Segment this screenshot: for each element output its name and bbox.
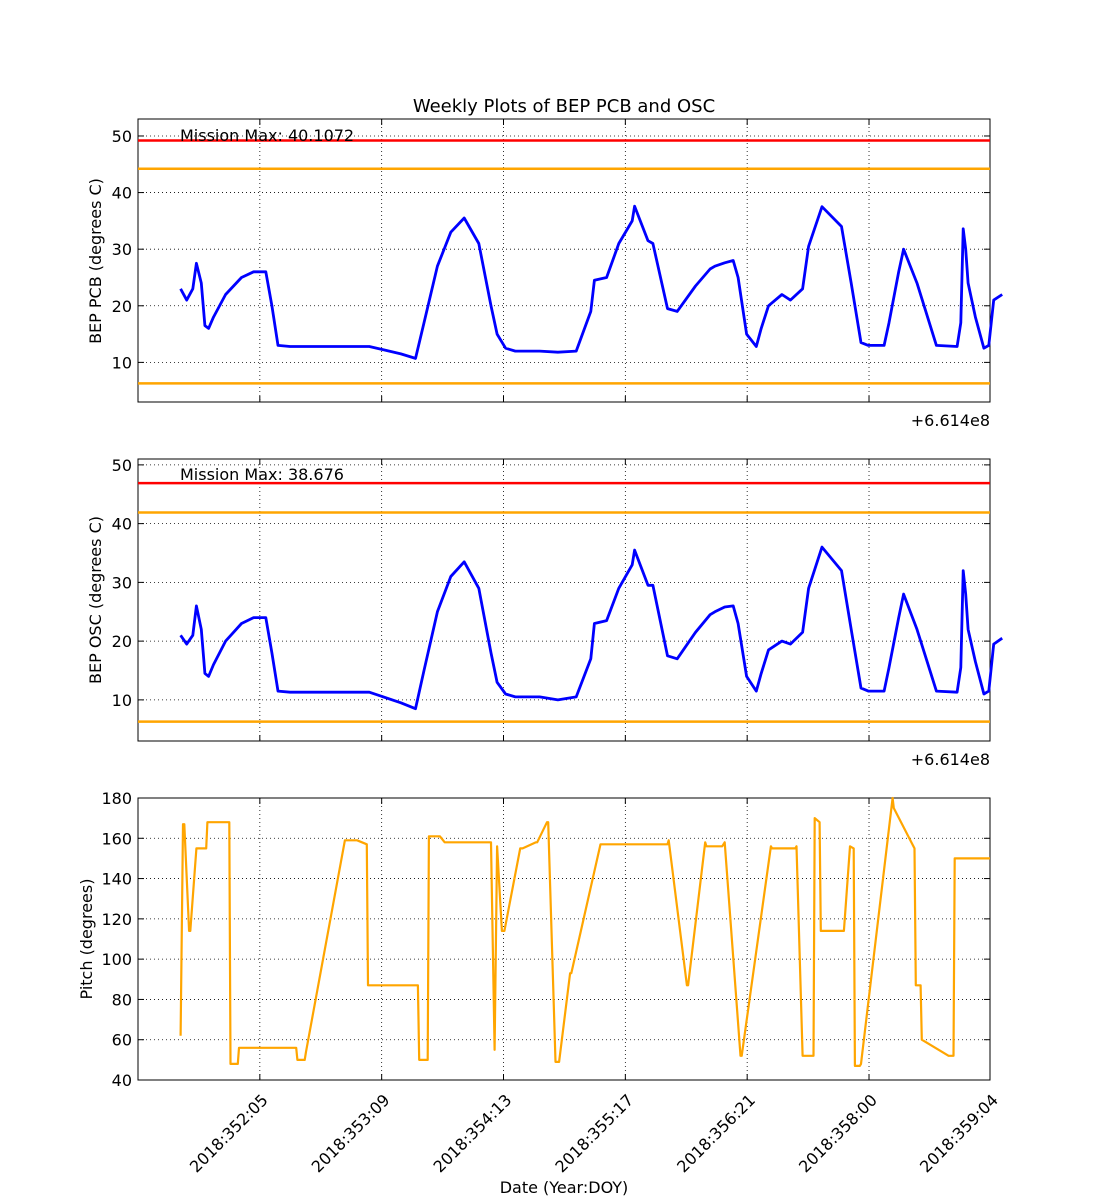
y-tick-label: 40	[112, 515, 132, 534]
grid-bep-pcb	[138, 119, 991, 402]
limits-bep-osc	[138, 481, 990, 723]
y-tick-label: 100	[101, 950, 132, 969]
y-tick-label: 50	[112, 456, 132, 475]
grid-bep-osc	[138, 459, 991, 741]
series-line-pitch	[179, 796, 990, 1067]
y-tick-label: 140	[101, 870, 132, 889]
panel-bep-pcb: 10 20 30 40 50 Mission Max: 40.1072 BEP PCB …	[86, 118, 1003, 430]
x-tick-label: 2018:358:00	[795, 1090, 881, 1176]
y-tick-label: 20	[112, 297, 132, 316]
series-line-bep-osc	[179, 545, 1003, 711]
x-tick-label: 2018:354:13	[430, 1090, 516, 1176]
y-tick-label: 40	[112, 184, 132, 203]
x-offset-label-bep-osc: +6.614e8	[911, 750, 990, 769]
x-tick-labels-pitch: 2018:352:05 2018:353:09 2018:354:13 2018:35…	[186, 1090, 1002, 1176]
x-axis-label: Date (Year:DOY)	[500, 1178, 629, 1197]
mission-max-label-bep-pcb: Mission Max: 40.1072	[180, 126, 354, 145]
figure-title: Weekly Plots of BEP PCB and OSC	[413, 96, 715, 117]
y-ticks-bep-osc: 10 20 30 40 50	[112, 456, 990, 710]
y-tick-label: 180	[101, 789, 132, 808]
y-tick-label: 10	[112, 691, 132, 710]
y-tick-label: 160	[101, 829, 132, 848]
y-tick-label: 20	[112, 632, 132, 651]
y-tick-label: 30	[112, 240, 132, 259]
y-tick-label: 80	[112, 990, 132, 1009]
x-ticks-bep-pcb	[259, 119, 991, 402]
x-tick-label: 2018:355:17	[551, 1090, 637, 1176]
x-tick-label: 2018:356:21	[673, 1090, 759, 1176]
grid-pitch	[138, 797, 991, 1081]
y-tick-label: 50	[112, 127, 132, 146]
plot-area-bep-pcb	[137, 118, 991, 403]
x-tick-label: 2018:359:04	[916, 1090, 1002, 1176]
mission-max-label-bep-osc: Mission Max: 38.676	[180, 465, 344, 484]
y-ticks-pitch: 40 60 80 100 120 140 160 180	[101, 789, 990, 1090]
panel-bep-osc: 10 20 30 40 50 Mission Max: 38.676 BEP OSC (…	[86, 456, 1003, 769]
y-tick-label: 10	[112, 353, 132, 372]
y-tick-label: 60	[112, 1031, 132, 1050]
y-axis-label-pitch: Pitch (degrees)	[77, 879, 96, 1000]
y-axis-label-bep-pcb: BEP PCB (degrees C)	[86, 178, 105, 344]
y-axis-label-bep-osc: BEP OSC (degrees C)	[86, 516, 105, 684]
x-ticks-bep-osc	[259, 459, 991, 741]
series-line-bep-pcb	[179, 204, 1003, 360]
x-tick-label: 2018:353:09	[308, 1090, 394, 1176]
y-tick-label: 40	[112, 1071, 132, 1090]
x-tick-label: 2018:352:05	[186, 1090, 272, 1176]
y-ticks-bep-pcb: 10 20 30 40 50	[112, 127, 990, 372]
limits-bep-pcb	[138, 139, 990, 385]
x-ticks-pitch	[259, 798, 991, 1080]
y-tick-label: 30	[112, 573, 132, 592]
plot-area-pitch	[137, 797, 991, 1081]
x-offset-label-bep-pcb: +6.614e8	[911, 411, 990, 430]
y-tick-label: 120	[101, 910, 132, 929]
